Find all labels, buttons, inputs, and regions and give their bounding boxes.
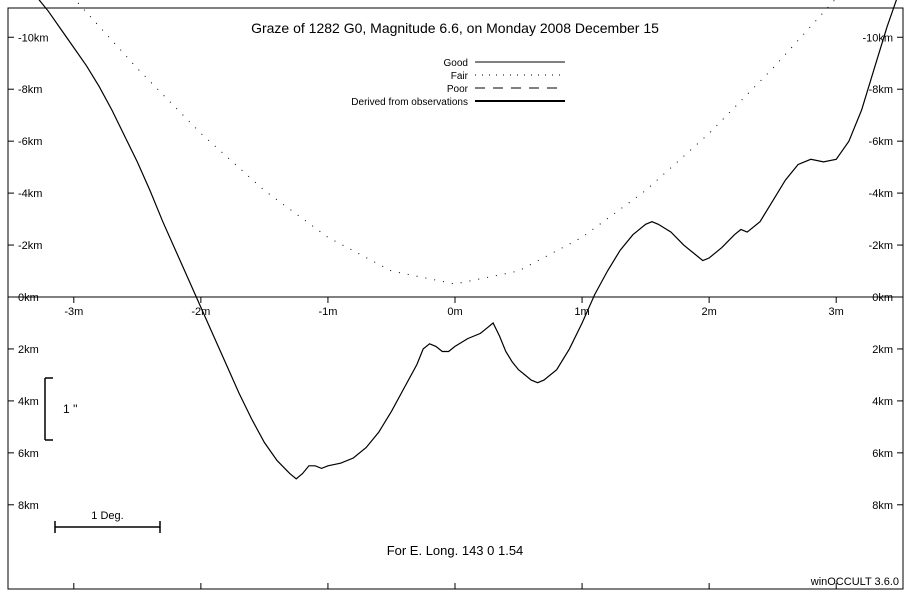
ytick-label-left: -2km [18,240,42,252]
ytick-label-left: 2km [18,344,39,356]
legend-label: Derived from observations [351,97,468,108]
ytick-label-right: -8km [869,84,893,96]
ytick-label-right: 8km [872,500,893,512]
ytick-label-right: -4km [869,188,893,200]
chart-title: Graze of 1282 G0, Magnitude 6.6, on Mond… [251,20,659,36]
chart-svg: -14km-14km-12km-12km-10km-10km-8km-8km-6… [0,0,911,597]
ytick-label-left: -10km [18,32,49,44]
ytick-label-right: -10km [862,32,893,44]
xtick-label: 2m [701,306,716,318]
ytick-label-left: -4km [18,188,42,200]
ytick-label-right: 2km [872,344,893,356]
ytick-label-left: 8km [18,500,39,512]
graze-chart: -14km-14km-12km-12km-10km-10km-8km-8km-6… [0,0,911,597]
chart-subtitle: For E. Long. 143 0 1.54 [387,543,524,558]
fair-curve [10,0,899,284]
chart-footer: winOCCULT 3.6.0 [810,576,899,588]
ytick-label-right: 0km [872,292,893,304]
ytick-label-left: -8km [18,84,42,96]
legend-label: Poor [447,84,469,95]
ytick-label-right: -2km [869,240,893,252]
ytick-label-right: 6km [872,448,893,460]
ytick-label-right: 4km [872,396,893,408]
legend-label: Good [444,58,468,69]
ytick-label-left: 6km [18,448,39,460]
ytick-label-right: -6km [869,136,893,148]
xtick-label: 0m [447,306,462,318]
xtick-label: 3m [829,306,844,318]
ytick-label-left: 4km [18,396,39,408]
ytick-label-left: 0km [18,292,39,304]
arcsec-label: 1 '' [63,402,78,416]
ytick-label-left: -6km [18,136,42,148]
degree-label: 1 Deg. [91,510,123,522]
legend-label: Fair [451,71,469,82]
xtick-label: -3m [64,306,83,318]
xtick-label: -1m [318,306,337,318]
